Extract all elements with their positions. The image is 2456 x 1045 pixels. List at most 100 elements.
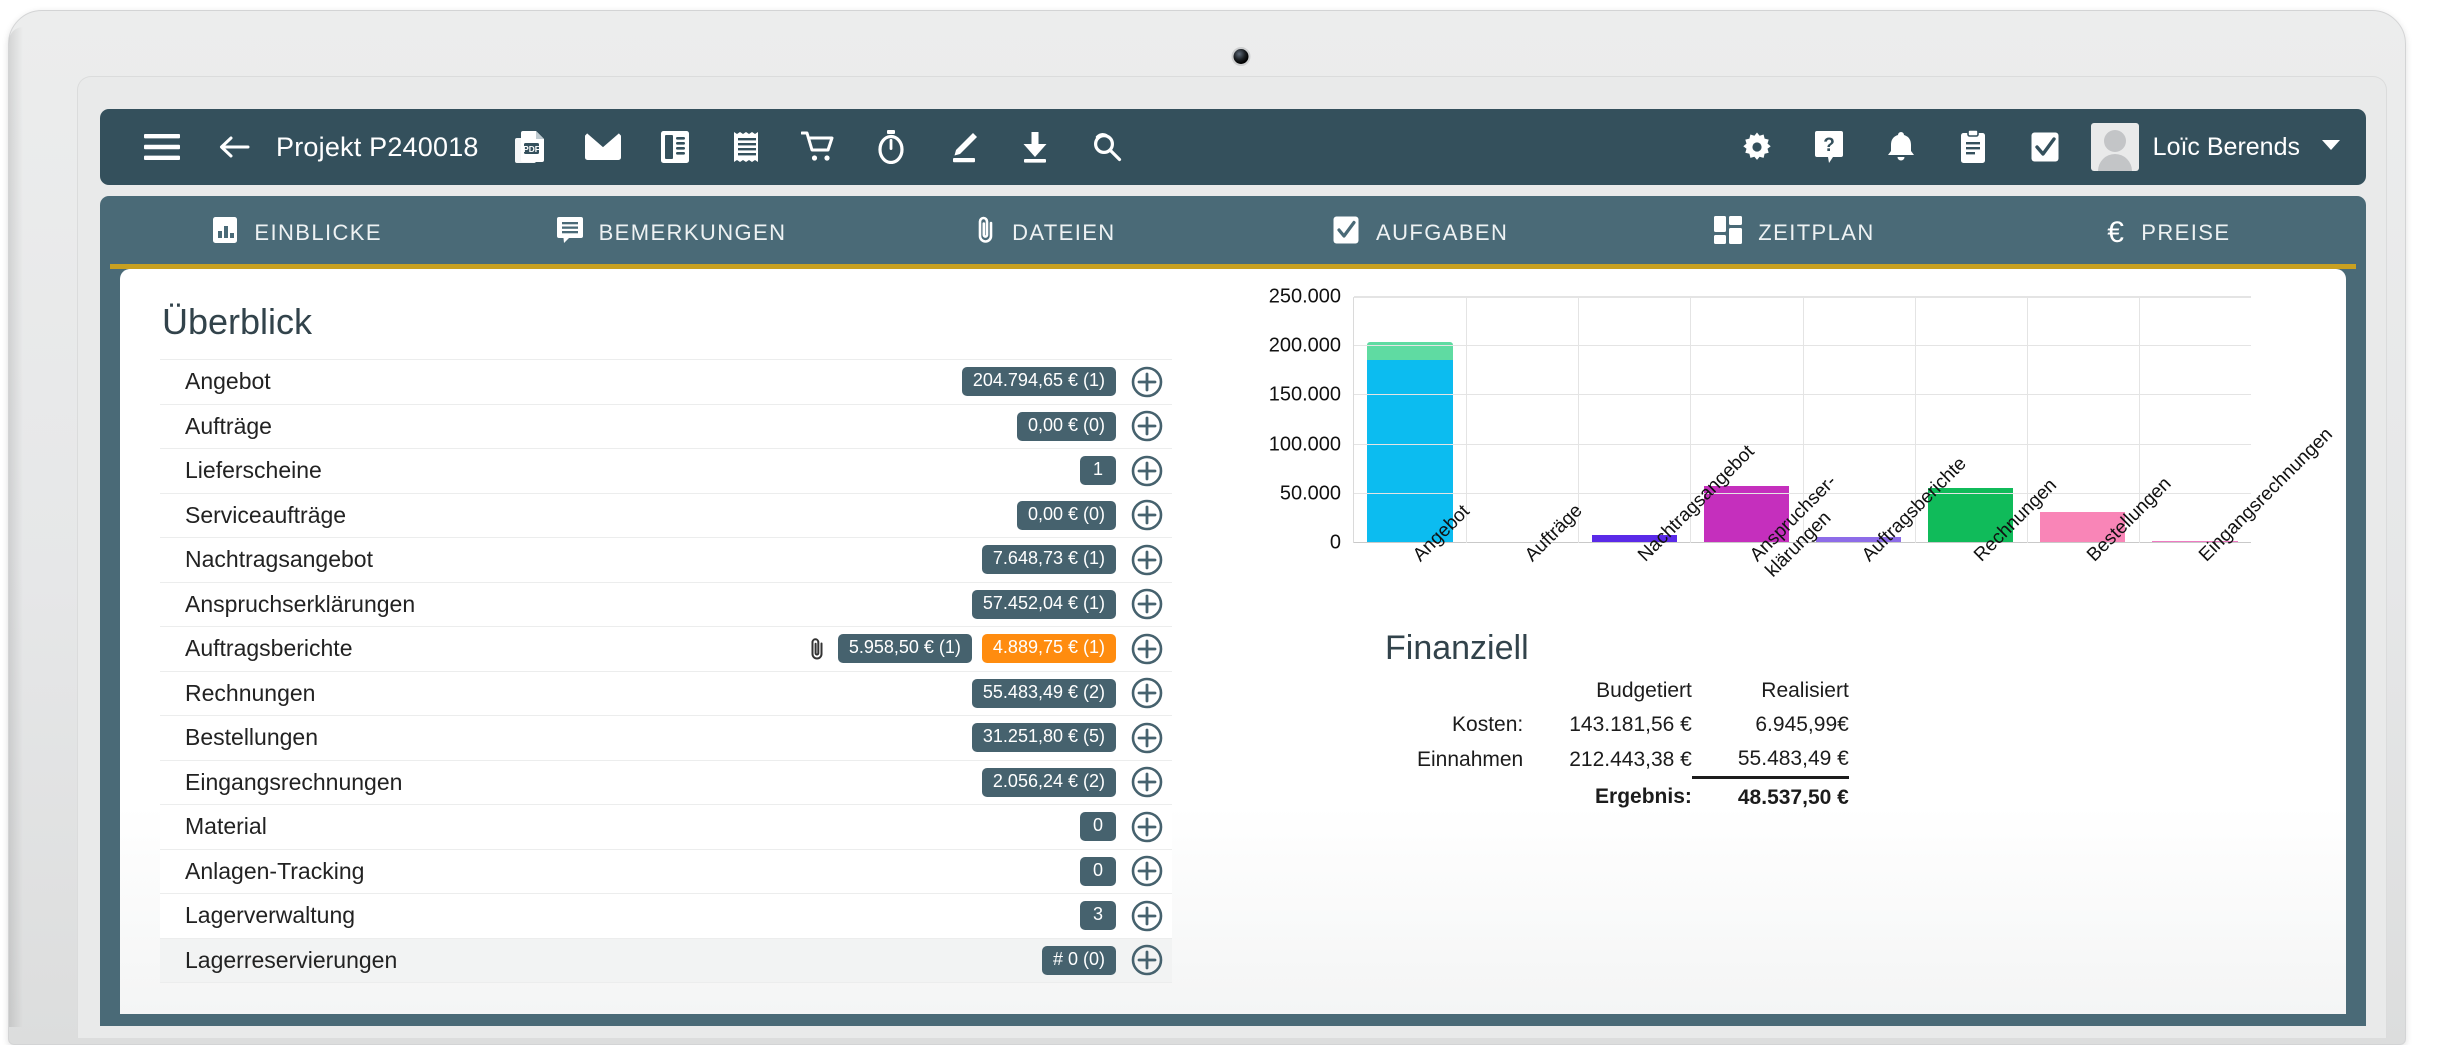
plus-circle-icon[interactable]	[1128, 630, 1166, 668]
table-row[interactable]: Lagerreservierungen # 0 (0)	[160, 938, 1172, 983]
table-row[interactable]: Nachtragsangebot 7.648,73 € (1)	[160, 538, 1172, 583]
table-row[interactable]: Lagerverwaltung 3	[160, 894, 1172, 939]
status-badge[interactable]: # 0 (0)	[1041, 945, 1116, 975]
financial-row-label: Kosten:	[1452, 713, 1524, 736]
checkbox-icon[interactable]	[2009, 117, 2081, 177]
tab-bemerkungen[interactable]: BEMERKUNGEN	[484, 196, 858, 269]
gear-icon[interactable]	[1721, 117, 1793, 177]
chart-bar[interactable]	[1703, 486, 1790, 543]
table-row[interactable]: Angebot 204.794,65 € (1)	[160, 360, 1172, 405]
plus-circle-icon[interactable]	[1128, 852, 1166, 890]
comment-icon	[556, 216, 583, 250]
table-row[interactable]: Aufträge 0,00 € (0)	[160, 404, 1172, 449]
hamburger-menu-icon[interactable]	[126, 117, 198, 177]
x-axis-tick: Nachtragsangebot	[1578, 441, 1759, 667]
header-budget: Budgetiert	[1596, 679, 1692, 702]
download-icon[interactable]	[999, 117, 1071, 177]
chart-bar[interactable]	[2040, 512, 2126, 543]
table-row[interactable]: Anlagen-Tracking 0	[160, 849, 1172, 894]
table-row[interactable]: Material 0	[160, 805, 1172, 850]
plus-circle-icon[interactable]	[1128, 496, 1166, 534]
status-badge[interactable]: 1	[1079, 456, 1116, 486]
chevron-down-icon[interactable]	[2322, 138, 2340, 156]
pen-icon[interactable]	[927, 117, 999, 177]
plus-circle-icon[interactable]	[1128, 719, 1166, 757]
status-badge[interactable]: 7.648,73 € (1)	[981, 545, 1116, 575]
chart-bar[interactable]	[1591, 535, 1677, 543]
content-card: Überblick Angebot 204.794,65 € (1) Aufträg…	[120, 269, 2346, 1014]
tablet-device-frame: Projekt P240018 PDF	[8, 10, 2406, 1045]
tab-einblicke[interactable]: EINBLICKE	[110, 196, 484, 269]
plus-circle-icon[interactable]	[1128, 407, 1166, 445]
table-row[interactable]: Rechnungen 55.483,49 € (2)	[160, 671, 1172, 716]
table-row[interactable]: Eingangsrechnungen 2.056,24 € (2)	[160, 760, 1172, 805]
status-badge[interactable]: 57.452,04 € (1)	[971, 589, 1116, 619]
plus-circle-icon[interactable]	[1128, 674, 1166, 712]
chart-bar[interactable]	[2152, 540, 2238, 543]
cart-icon[interactable]	[783, 117, 855, 177]
plus-circle-icon[interactable]	[1128, 585, 1166, 623]
tab-preise[interactable]: € PREISE	[1982, 196, 2356, 269]
plus-circle-icon[interactable]	[1128, 541, 1166, 579]
user-name[interactable]: Loïc Berends	[2152, 132, 2300, 161]
mail-icon[interactable]	[567, 117, 639, 177]
row-label: Anspruchserklärungen	[185, 590, 416, 617]
chart-bar[interactable]	[1928, 488, 2014, 543]
chart-gridline	[1466, 298, 1468, 543]
search-icon[interactable]	[1071, 117, 1143, 177]
chart-bar-cell	[1690, 298, 1802, 543]
row-badges: 7.648,73 € (1)	[981, 545, 1116, 575]
financial-budget-value: 212.443,38 €	[1569, 747, 1692, 771]
help-icon[interactable]: ?	[1793, 117, 1865, 177]
table-row[interactable]: Auftragsberichte 5.958,50 € (1) 4.889,75 €…	[160, 627, 1172, 672]
plus-circle-icon[interactable]	[1128, 897, 1166, 935]
plus-circle-icon[interactable]	[1128, 808, 1166, 846]
card-icon[interactable]	[639, 117, 711, 177]
status-badge[interactable]: 0	[1079, 856, 1116, 886]
table-row[interactable]: Bestellungen 31.251,80 € (5)	[160, 716, 1172, 761]
status-badge[interactable]: 31.251,80 € (5)	[971, 723, 1116, 753]
financial-title: Finanziell	[1385, 629, 1529, 667]
chart-bar[interactable]	[1367, 341, 1453, 543]
y-axis-tick-label: 200.000	[1268, 334, 1341, 357]
plus-circle-icon[interactable]	[1128, 363, 1166, 401]
plus-circle-icon[interactable]	[1128, 763, 1166, 801]
chart-bar-segment	[1928, 488, 2014, 543]
back-arrow-icon[interactable]	[198, 117, 270, 177]
status-badge[interactable]: 0,00 € (0)	[1016, 500, 1116, 530]
table-row[interactable]: Lieferscheine 1	[160, 449, 1172, 494]
status-badge[interactable]: 2.056,24 € (2)	[981, 767, 1116, 797]
header-actual: Realisiert	[1761, 679, 1849, 702]
status-badge[interactable]: 55.483,49 € (2)	[971, 678, 1116, 708]
avatar[interactable]	[2090, 123, 2139, 171]
paperclip-icon[interactable]	[809, 637, 826, 661]
status-badge[interactable]: 5.958,50 € (1)	[837, 634, 972, 664]
financial-row-label: Einnahmen	[1417, 747, 1524, 771]
tab-aufgaben[interactable]: AUFGABEN	[1233, 196, 1607, 269]
table-row[interactable]: Anspruchserklärungen 57.452,04 € (1)	[160, 582, 1172, 627]
tab-zeitplan[interactable]: ZEITPLAN	[1607, 196, 1981, 269]
row-badges: 2.056,24 € (2)	[981, 767, 1116, 797]
table-row[interactable]: Serviceaufträge 0,00 € (0)	[160, 493, 1172, 538]
receipt-icon[interactable]	[711, 117, 783, 177]
status-badge[interactable]: 204.794,65 € (1)	[961, 367, 1116, 397]
plus-circle-icon[interactable]	[1128, 941, 1166, 979]
chart-bar-cell	[1354, 298, 1466, 543]
tab-bar: EINBLICKE BEMERKUNGEN	[100, 196, 2366, 269]
plus-circle-icon[interactable]	[1128, 452, 1166, 490]
bell-icon[interactable]	[1865, 117, 1937, 177]
chart-bar[interactable]	[1815, 537, 1902, 543]
status-badge[interactable]: 0	[1079, 812, 1116, 842]
chart-gridline	[1802, 298, 1804, 543]
status-badge-alert[interactable]: 4.889,75 € (1)	[981, 634, 1116, 664]
tab-dateien[interactable]: DATEIEN	[859, 196, 1233, 269]
status-badge[interactable]: 3	[1079, 901, 1116, 931]
chart-bar-segment	[1815, 537, 1902, 543]
row-label: Lieferscheine	[185, 457, 322, 484]
clipboard-icon[interactable]	[1937, 117, 2009, 177]
row-label: Material	[185, 813, 267, 840]
pdf-icon[interactable]: PDF	[495, 117, 567, 177]
status-badge[interactable]: 0,00 € (0)	[1016, 411, 1116, 441]
stopwatch-icon[interactable]	[855, 117, 927, 177]
euro-icon: €	[2107, 215, 2126, 249]
